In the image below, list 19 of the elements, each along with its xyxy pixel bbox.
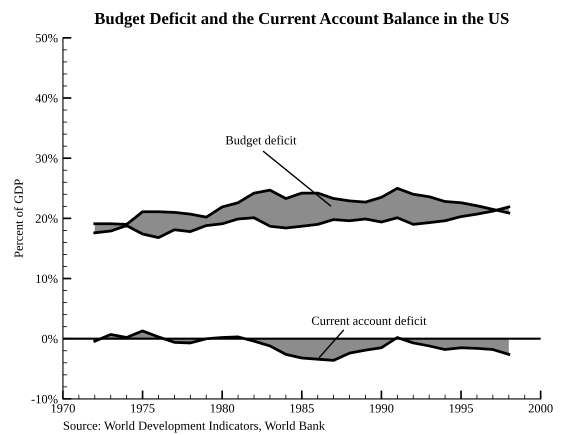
y-axis-title: Percent of GDP [14, 179, 23, 258]
source-note: Source: World Development Indicators, World Bank [64, 421, 326, 432]
y-tick-label: 20% [36, 214, 58, 223]
x-tick-label: 1985 [290, 404, 314, 413]
x-tick-label: 1995 [450, 404, 474, 413]
y-tick-label: 0% [42, 334, 58, 344]
x-tick-label: 2000 [528, 404, 553, 413]
x-tick-label: 1980 [210, 404, 234, 413]
x-tick-label: 1970 [52, 404, 75, 413]
y-tick-label: 10% [36, 274, 58, 284]
y-tick-label: -10% [31, 394, 58, 404]
x-tick-label: 1975 [131, 404, 155, 413]
y-tick-label: 40% [35, 94, 58, 103]
x-tick-label: 1990 [370, 404, 394, 413]
annotation: Budget deficit [226, 136, 296, 148]
annotation: Current account deficit [312, 316, 427, 326]
chart-title: Budget Deficit and the Current Account Balance in the US [94, 12, 509, 28]
y-tick-label: 30% [36, 154, 58, 163]
y-tick-label: 50% [36, 34, 58, 42]
